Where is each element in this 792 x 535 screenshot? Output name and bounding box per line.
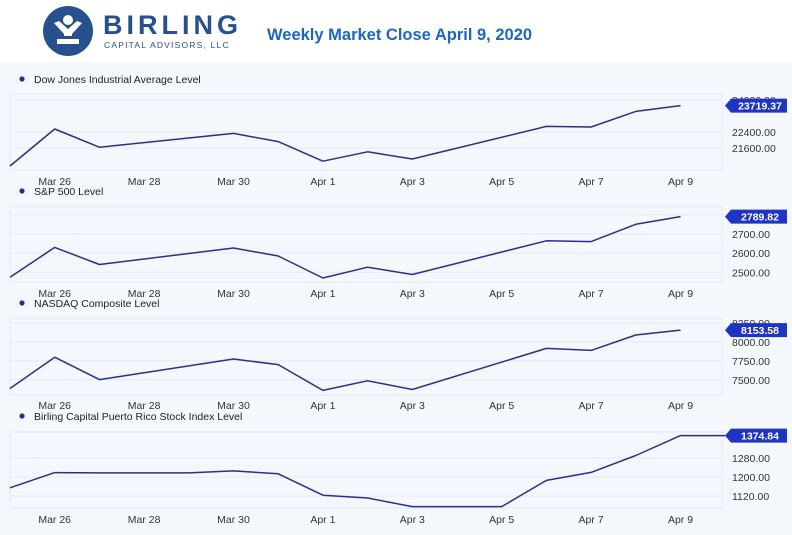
y-tick-label: 1200.00: [732, 472, 770, 484]
x-tick-label: Apr 1: [310, 288, 335, 300]
x-tick-label: Apr 7: [579, 514, 604, 526]
x-tick-label: Apr 7: [579, 400, 604, 412]
x-tick-label: Apr 3: [400, 400, 425, 412]
x-tick-label: Mar 28: [128, 400, 161, 412]
y-tick-label: 2500.00: [732, 267, 770, 279]
x-tick-label: Apr 3: [400, 288, 425, 300]
x-tick-label: Mar 28: [128, 288, 161, 300]
x-tick-label: Mar 30: [217, 288, 250, 300]
x-tick-label: Apr 9: [668, 176, 693, 188]
y-tick-label: 1120.00: [732, 491, 769, 503]
x-tick-label: Apr 9: [668, 514, 693, 526]
last-value-label: 8153.58: [741, 325, 779, 337]
x-tick-label: Apr 7: [579, 288, 604, 300]
x-tick-label: Mar 26: [38, 176, 71, 188]
legend-dot: [19, 413, 25, 419]
chart-panel-2: S&P 500 Level2800.002700.002600.002500.0…: [9, 186, 787, 300]
last-value-badge: [725, 428, 787, 443]
x-tick-label: Apr 5: [489, 400, 514, 412]
last-value-badge: [725, 323, 787, 338]
x-tick-label: Apr 1: [310, 400, 335, 412]
last-value-badge: [725, 209, 787, 224]
series-line: [9, 434, 726, 508]
legend-dot: [19, 76, 25, 82]
y-tick-label: 2700.00: [732, 229, 770, 241]
legend-dot: [19, 300, 25, 306]
logo-wordmark: BIRLING: [103, 10, 242, 40]
legend-dot: [19, 188, 25, 194]
x-tick-label: Mar 26: [38, 514, 71, 526]
y-tick-label: 21600.00: [732, 143, 776, 155]
chart-panel-4: Birling Capital Puerto Rico Stock Index …: [9, 411, 787, 526]
series-line: [9, 215, 681, 279]
last-value-label: 23719.37: [738, 101, 782, 113]
plot-frame: [9, 431, 723, 509]
chart-panel-1: Dow Jones Industrial Average Level24000.…: [9, 74, 787, 188]
logo-person-emblem-icon: [43, 6, 93, 56]
x-tick-label: Apr 9: [668, 400, 693, 412]
logo-subtitle: CAPITAL ADVISORS, LLC: [104, 40, 230, 50]
chart-panel-3: NASDAQ Composite Level8250.008000.007750…: [9, 298, 787, 412]
last-value-label: 2789.82: [741, 212, 779, 224]
x-tick-label: Mar 26: [38, 400, 71, 412]
page-title: Weekly Market Close April 9, 2020: [267, 26, 533, 44]
header: BIRLING CAPITAL ADVISORS, LLC Weekly Mar…: [0, 0, 792, 62]
series-line: [9, 329, 681, 392]
x-tick-label: Apr 5: [489, 288, 514, 300]
x-tick-label: Apr 9: [668, 288, 693, 300]
plot-frame: [9, 206, 723, 283]
plot-frame: [9, 318, 723, 396]
chart-title: S&P 500 Level: [34, 186, 103, 198]
chart-title: Birling Capital Puerto Rico Stock Index …: [34, 411, 242, 423]
x-tick-label: Mar 30: [217, 400, 250, 412]
x-tick-label: Mar 28: [128, 514, 161, 526]
y-tick-label: 8000.00: [732, 337, 770, 349]
last-value-label: 1374.84: [741, 431, 779, 443]
y-tick-label: 2600.00: [732, 248, 770, 260]
x-tick-label: Mar 26: [38, 288, 71, 300]
y-tick-label: 7500.00: [732, 375, 770, 387]
x-tick-label: Mar 30: [217, 514, 250, 526]
y-tick-label: 7750.00: [732, 356, 770, 368]
charts-svg: Dow Jones Industrial Average Level24000.…: [9, 74, 787, 526]
x-tick-label: Apr 1: [310, 176, 335, 188]
chart-title: NASDAQ Composite Level: [34, 298, 159, 310]
x-tick-label: Apr 3: [400, 514, 425, 526]
series-line: [9, 104, 681, 167]
x-tick-label: Apr 1: [310, 514, 335, 526]
x-tick-label: Apr 5: [489, 176, 514, 188]
x-tick-label: Apr 5: [489, 514, 514, 526]
chart-area: Dow Jones Industrial Average Level24000.…: [0, 62, 792, 535]
last-value-badge: [725, 98, 787, 113]
x-tick-label: Apr 7: [579, 176, 604, 188]
x-tick-label: Mar 28: [128, 176, 161, 188]
x-tick-label: Apr 3: [400, 176, 425, 188]
x-tick-label: Mar 30: [217, 176, 250, 188]
chart-title: Dow Jones Industrial Average Level: [34, 74, 201, 86]
y-tick-label: 1280.00: [732, 453, 770, 465]
y-tick-label: 22400.00: [732, 127, 776, 139]
